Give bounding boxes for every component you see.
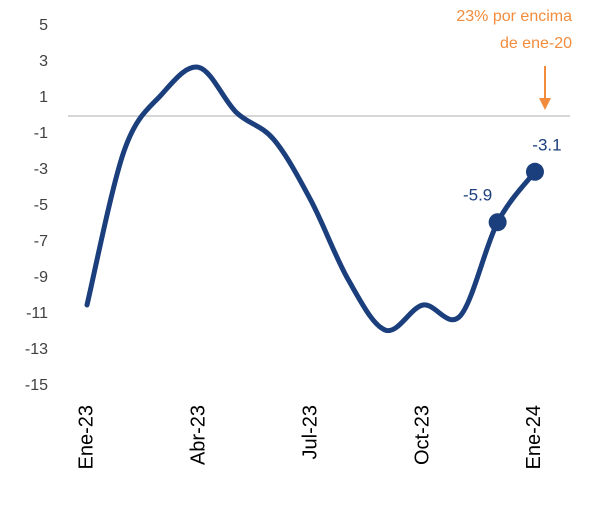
x-tick-label: Jul-23	[299, 405, 321, 459]
annotation-arrowhead	[539, 98, 551, 110]
data-label: -5.9	[463, 186, 492, 205]
y-tick-label: -11	[26, 305, 48, 322]
y-tick-label: -7	[34, 233, 48, 250]
y-tick-label: 5	[39, 17, 48, 34]
x-tick-label: Oct-23	[411, 405, 433, 465]
x-tick-label: Ene-23	[75, 405, 97, 470]
y-tick-label: -9	[34, 269, 48, 286]
annotation-text: 23% por encima	[456, 8, 572, 25]
marker	[525, 162, 544, 181]
y-tick-label: -3	[34, 161, 48, 178]
marker	[488, 213, 507, 232]
data-label: -3.1	[532, 135, 561, 154]
y-tick-label: -15	[25, 377, 48, 394]
line	[84, 64, 538, 333]
y-tick-label: 1	[39, 89, 48, 106]
y-tick-label: -5	[34, 197, 48, 214]
x-tick-label: Ene-24	[523, 405, 545, 470]
annotation-text: de ene-20	[500, 35, 572, 52]
y-tick-label: -13	[25, 341, 48, 358]
x-tick-label: Abr-23	[187, 405, 209, 465]
y-tick-label: 3	[39, 53, 48, 70]
y-tick-label: -1	[34, 125, 48, 142]
